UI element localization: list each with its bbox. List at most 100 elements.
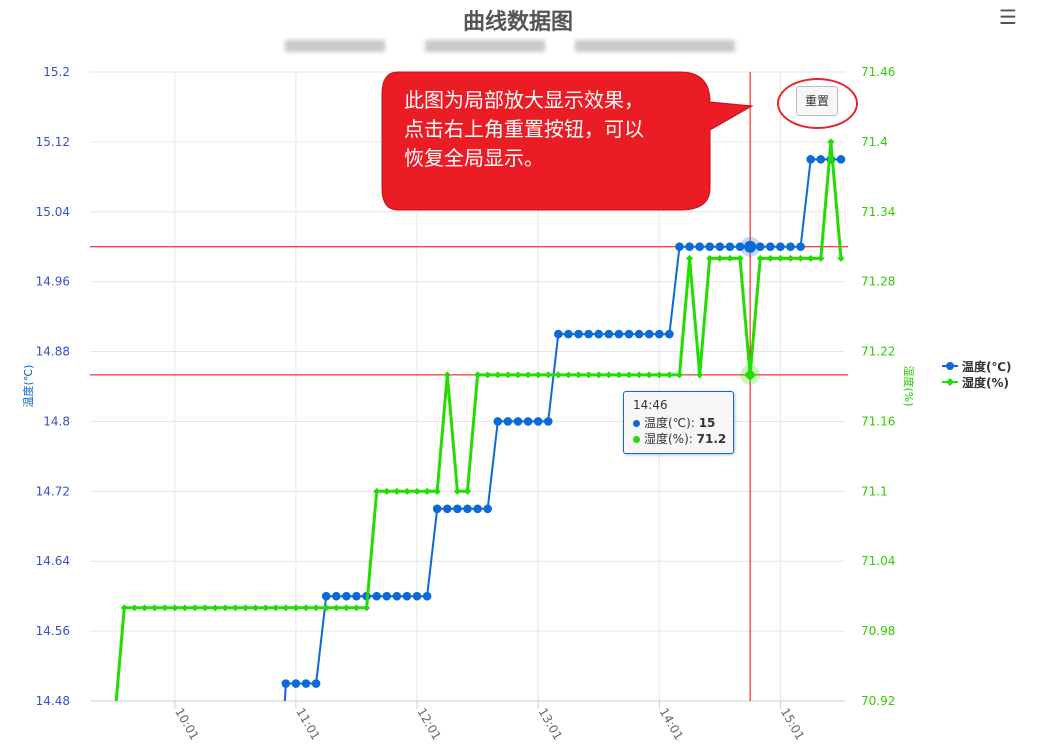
data-point bbox=[776, 254, 784, 262]
x-tick-label: 12:01 bbox=[414, 706, 443, 743]
tooltip-value: 71.2 bbox=[696, 432, 727, 446]
data-point bbox=[533, 417, 543, 426]
data-point bbox=[655, 371, 663, 379]
data-point bbox=[181, 604, 189, 612]
y-right-tick-label: 70.92 bbox=[861, 694, 895, 708]
data-point bbox=[422, 591, 432, 601]
y-left-tick-label: 15.04 bbox=[36, 205, 70, 219]
data-point bbox=[141, 604, 149, 612]
reset-zoom-button[interactable]: 重置 bbox=[796, 86, 838, 116]
data-point bbox=[443, 504, 452, 514]
tooltip-label: 湿度(%): bbox=[644, 432, 697, 446]
legend-circle-marker-icon bbox=[942, 362, 958, 370]
data-point bbox=[403, 487, 411, 495]
data-point bbox=[484, 371, 492, 379]
callout-text: 此图为局部放大显示效果， 点击右上角重置按钮，可以 恢复全局显示。 bbox=[404, 88, 644, 170]
data-point bbox=[806, 155, 815, 164]
data-point bbox=[281, 679, 291, 688]
tooltip-time: 14:46 bbox=[633, 398, 668, 412]
data-point bbox=[514, 371, 522, 379]
legend-item-temperature[interactable]: 温度(℃) bbox=[942, 358, 1012, 374]
data-point bbox=[321, 591, 331, 601]
data-point bbox=[423, 487, 431, 495]
data-point bbox=[665, 329, 674, 339]
data-point bbox=[373, 487, 381, 495]
data-point bbox=[342, 604, 350, 612]
data-point bbox=[393, 487, 401, 495]
data-point bbox=[231, 604, 239, 612]
x-tick-label: 11:01 bbox=[293, 706, 322, 743]
y-right-tick-label: 70.98 bbox=[861, 624, 895, 638]
data-point bbox=[382, 591, 392, 601]
tooltip: 14:46 温度(℃): 15 湿度(%): 71.2 bbox=[623, 391, 734, 454]
data-point bbox=[493, 417, 503, 426]
data-point bbox=[312, 604, 320, 612]
reset-highlight-ring bbox=[777, 78, 858, 129]
data-point bbox=[816, 155, 826, 164]
x-tick-label: 14:01 bbox=[657, 706, 686, 743]
data-point bbox=[624, 329, 634, 339]
data-point bbox=[715, 242, 725, 252]
data-point bbox=[575, 371, 583, 379]
data-point bbox=[302, 604, 310, 612]
y-right-tick-label: 71.1 bbox=[861, 484, 888, 498]
y-left-tick-label: 15.12 bbox=[36, 135, 70, 149]
data-point bbox=[726, 254, 734, 262]
data-point bbox=[686, 254, 694, 262]
data-point bbox=[574, 329, 583, 339]
y-right-tick-label: 71.22 bbox=[861, 345, 895, 359]
y-left-tick-label: 14.88 bbox=[36, 345, 70, 359]
data-point bbox=[201, 604, 209, 612]
data-point bbox=[363, 604, 371, 612]
data-point bbox=[453, 487, 461, 495]
data-point bbox=[605, 371, 613, 379]
y-left-tick-label: 14.48 bbox=[36, 694, 70, 708]
data-point bbox=[523, 417, 533, 426]
data-point bbox=[807, 254, 815, 262]
data-point bbox=[675, 242, 684, 252]
tooltip-label: 温度(℃): bbox=[644, 416, 699, 430]
x-tick-label: 10:01 bbox=[172, 706, 201, 743]
data-point bbox=[564, 371, 572, 379]
data-point bbox=[675, 371, 683, 379]
legend-item-humidity[interactable]: 湿度(%) bbox=[942, 374, 1012, 390]
data-point bbox=[786, 254, 794, 262]
data-point bbox=[120, 604, 128, 612]
data-point bbox=[272, 604, 280, 612]
chart-title: 曲线数据图 bbox=[462, 9, 573, 35]
legend: 温度(℃) 湿度(%) bbox=[942, 358, 1012, 390]
data-point bbox=[554, 371, 562, 379]
data-point bbox=[797, 254, 805, 262]
data-point bbox=[322, 604, 330, 612]
data-point bbox=[766, 254, 774, 262]
data-point bbox=[413, 487, 421, 495]
data-point bbox=[695, 242, 704, 252]
data-point bbox=[483, 504, 492, 514]
data-point bbox=[736, 254, 744, 262]
data-point bbox=[463, 504, 472, 514]
data-point bbox=[836, 155, 846, 164]
data-point bbox=[392, 591, 402, 601]
data-point bbox=[755, 242, 765, 252]
callout-bubble bbox=[381, 71, 754, 211]
data-point bbox=[433, 487, 441, 495]
data-point bbox=[705, 242, 715, 252]
data-point bbox=[262, 604, 270, 612]
hamburger-menu-icon[interactable]: ☰ bbox=[999, 5, 1017, 29]
data-point bbox=[432, 504, 442, 514]
y-right-tick-label: 71.28 bbox=[861, 275, 895, 289]
data-point bbox=[756, 254, 764, 262]
data-point bbox=[503, 417, 513, 426]
data-point bbox=[585, 371, 593, 379]
tooltip-value: 15 bbox=[698, 416, 716, 430]
data-point bbox=[744, 368, 757, 381]
data-point bbox=[301, 679, 311, 688]
data-point bbox=[696, 371, 704, 379]
legend-diamond-marker-icon bbox=[942, 378, 958, 386]
y-right-tick-label: 71.16 bbox=[861, 414, 895, 428]
data-point bbox=[402, 591, 412, 601]
data-point bbox=[211, 604, 219, 612]
data-point bbox=[817, 254, 825, 262]
y-right-tick-label: 71.4 bbox=[861, 135, 888, 149]
